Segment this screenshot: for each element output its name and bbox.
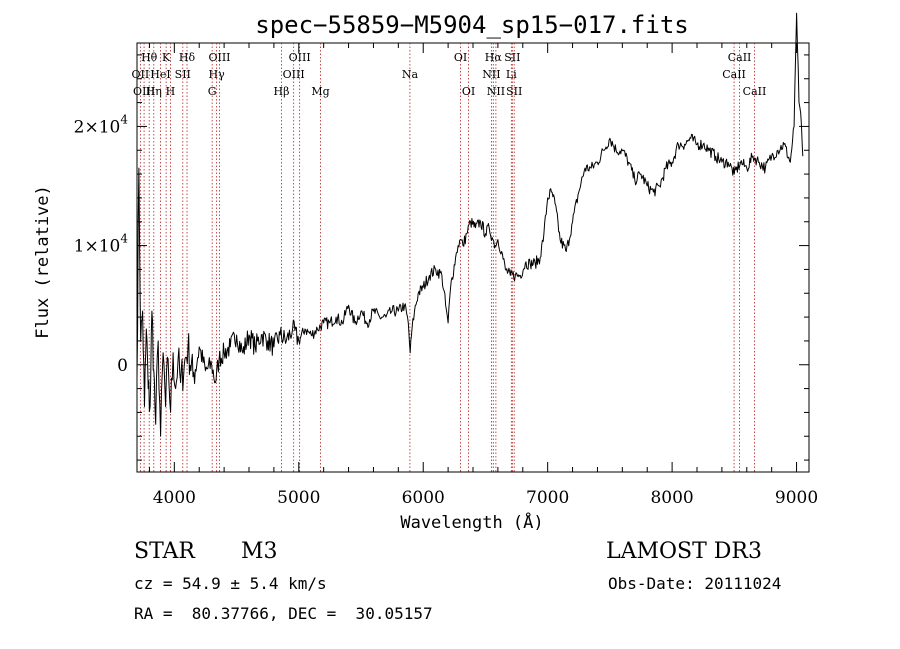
x-axis-label: Wavelength (Å) [400,511,543,533]
y-axis-label: Flux (relative) [33,185,53,339]
line-marker-label: Hβ [274,85,290,98]
line-marker-label: OIII [208,51,230,64]
line-marker-label: Hη [146,85,162,98]
line-marker-label: OIII [283,68,305,81]
redshift-value: cz = 54.9 ± 5.4 km/s [134,574,327,593]
line-marker-label: SII [504,51,520,64]
line-marker-label: OII [132,68,150,81]
line-marker-label: OI [462,85,475,98]
line-marker-label: HeI [150,68,170,81]
line-marker-label: G [208,85,217,98]
line-marker-label: CaII [728,51,752,64]
x-tick-label: 5000 [277,488,320,508]
line-marker-label: Hγ [209,68,226,81]
marker-label-layer: Hθ OII OIII HeI Hη K SII H Hδ OIII Hγ G OIII OIII Hβ Mg… [132,51,767,98]
line-marker-label: SII [175,68,191,81]
line-marker-label: OIII [289,51,311,64]
line-marker-label: NII [487,85,505,98]
x-tick-label: 7000 [526,488,569,508]
line-marker-label: CaII [743,85,767,98]
line-marker-label: Hθ [141,51,158,64]
axis-ticks [137,43,809,472]
line-marker-label: CaII [722,68,746,81]
line-marker-label: Mg [311,85,329,98]
series-layer [136,12,804,437]
x-tick-label: 9000 [775,488,818,508]
y-tick-label-exponent: 4 [120,232,128,246]
line-marker-layer [139,43,755,472]
plot-frame [136,42,810,473]
y-tick-label: 2×104 [74,112,129,137]
line-marker-label: NII [482,68,500,81]
line-marker-label: Li [506,68,517,81]
object-class: STAR [134,539,195,564]
y-tick-label-base: 0 [117,356,128,376]
x-tick-label: 6000 [402,488,445,508]
spectrum-series-line [136,12,804,437]
obs-date: Obs-Date: 20111024 [608,574,782,593]
x-tick-label: 8000 [650,488,693,508]
line-marker-label: K [162,51,171,64]
line-marker-label: OIII [133,85,155,98]
object-subclass: M3 [241,539,278,564]
line-marker-label: SII [506,85,522,98]
y-tick-label-exponent: 4 [120,112,128,126]
line-marker-label: OI [454,51,467,64]
line-marker-label: Hδ [179,51,196,64]
x-tick-label: 4000 [153,488,196,508]
survey-name: LAMOST DR3 [606,539,762,564]
y-tick-label: 0 [117,356,128,376]
chart-title: spec−55859−M5904_sp15−017.fits [255,11,688,39]
line-marker-label: Hα [485,51,503,64]
y-tick-label-base: 1×10 [74,237,121,257]
line-marker-label: Na [402,68,419,81]
coordinates: RA = 80.37766, DEC = 30.05157 [134,604,433,623]
y-tick-label: 1×104 [74,232,129,257]
y-tick-label-base: 2×10 [74,117,121,137]
line-marker-label: H [166,85,176,98]
